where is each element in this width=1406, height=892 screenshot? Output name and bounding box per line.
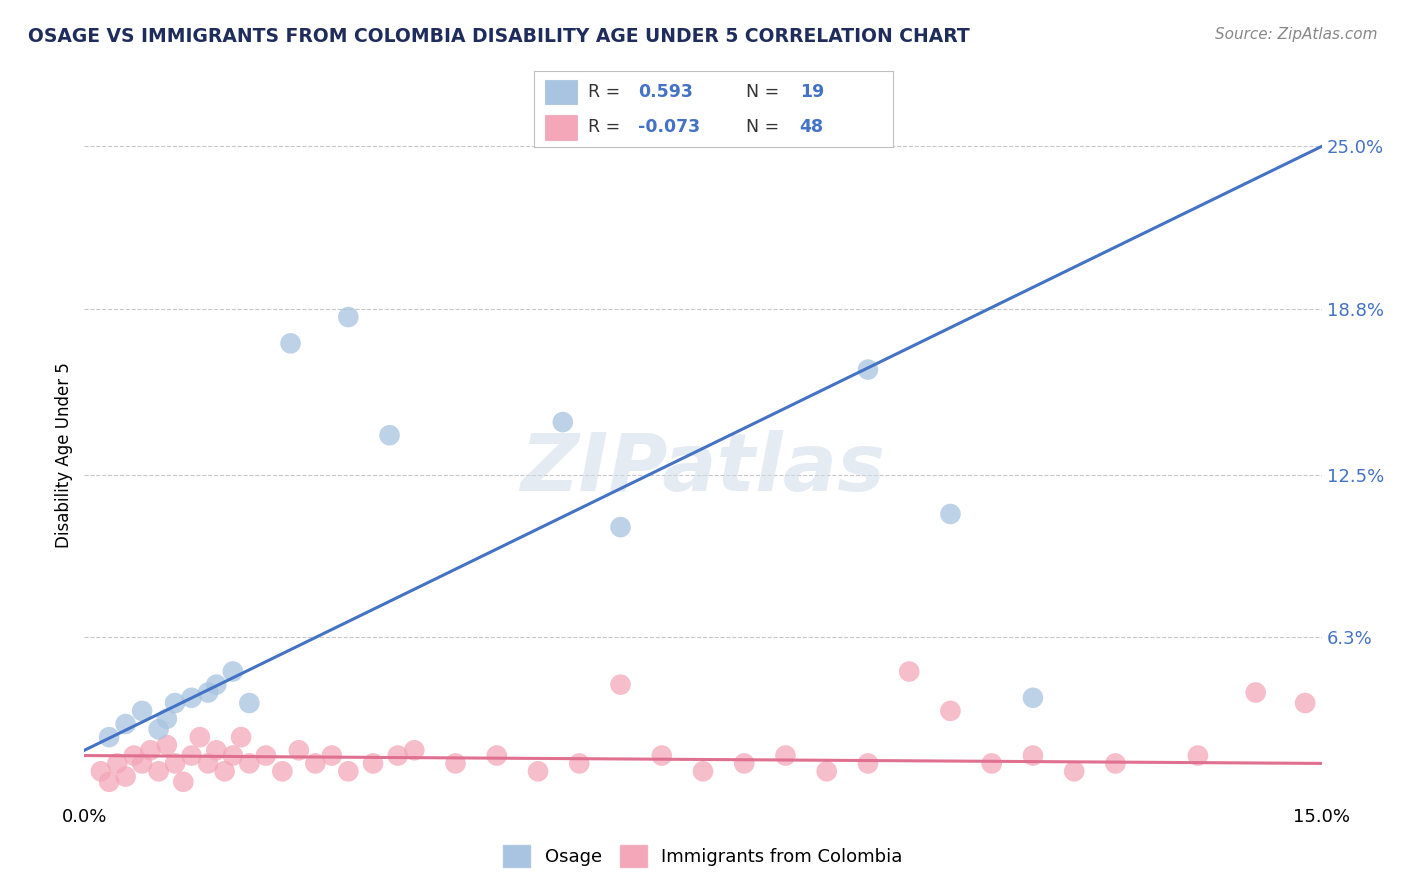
Point (1244, 685, 1267, 699)
Text: 48: 48 (800, 118, 824, 136)
Point (1063, 764, 1085, 779)
Point (114, 717, 136, 731)
Point (254, 748, 277, 763)
Point (222, 748, 245, 763)
Point (197, 756, 219, 771)
Point (148, 764, 170, 779)
Point (568, 756, 591, 771)
Point (148, 723, 170, 737)
Point (337, 310, 360, 324)
Point (280, 336, 302, 351)
Point (131, 704, 153, 718)
Point (939, 704, 962, 718)
Text: N =: N = (745, 118, 785, 136)
Text: R =: R = (588, 118, 626, 136)
Text: 19: 19 (800, 83, 824, 101)
Text: Source: ZipAtlas.com: Source: ZipAtlas.com (1215, 27, 1378, 42)
Point (180, 690, 202, 705)
Point (775, 748, 797, 763)
Point (404, 743, 426, 757)
Point (361, 756, 384, 771)
Point (271, 764, 294, 779)
Point (304, 756, 326, 771)
Text: 0.593: 0.593 (638, 83, 693, 101)
Point (856, 362, 879, 376)
Point (1187, 748, 1209, 763)
Point (1294, 696, 1316, 710)
Point (214, 764, 236, 779)
Point (733, 756, 755, 771)
Point (609, 520, 631, 534)
Point (485, 748, 508, 763)
Point (1022, 748, 1045, 763)
Point (609, 678, 631, 692)
Text: R =: R = (588, 83, 626, 101)
Point (444, 756, 467, 771)
Point (131, 756, 153, 771)
Point (387, 748, 409, 763)
Text: OSAGE VS IMMIGRANTS FROM COLOMBIA DISABILITY AGE UNDER 5 CORRELATION CHART: OSAGE VS IMMIGRANTS FROM COLOMBIA DISABI… (28, 27, 970, 45)
Point (527, 764, 550, 779)
Point (229, 730, 252, 744)
Point (238, 756, 260, 771)
Point (337, 764, 360, 779)
Point (321, 748, 343, 763)
Point (205, 743, 228, 757)
Point (122, 748, 145, 763)
Point (815, 764, 838, 779)
Point (165, 756, 187, 771)
Point (188, 730, 211, 744)
Point (551, 415, 574, 429)
Point (288, 743, 311, 757)
Point (1104, 756, 1126, 771)
Point (378, 428, 401, 442)
Point (197, 685, 219, 699)
Point (856, 756, 879, 771)
Point (98, 730, 121, 744)
Point (165, 696, 187, 710)
Y-axis label: Disability Age Under 5: Disability Age Under 5 (55, 362, 73, 548)
Legend: Osage, Immigrants from Colombia: Osage, Immigrants from Colombia (496, 838, 910, 874)
Point (98, 774, 121, 789)
Text: -0.073: -0.073 (638, 118, 700, 136)
Point (90, 764, 112, 779)
Point (1022, 690, 1045, 705)
Text: N =: N = (745, 83, 785, 101)
Point (172, 774, 194, 789)
Point (238, 696, 260, 710)
Text: ZIPatlas: ZIPatlas (520, 430, 886, 508)
Point (651, 748, 673, 763)
Point (222, 665, 245, 679)
Point (205, 678, 228, 692)
Point (939, 507, 962, 521)
Point (180, 748, 202, 763)
Bar (546, 115, 578, 140)
Point (156, 712, 179, 726)
Point (898, 665, 921, 679)
Point (980, 756, 1002, 771)
Point (114, 770, 136, 784)
Point (156, 738, 179, 752)
Bar (546, 79, 578, 104)
Point (105, 756, 128, 771)
Point (692, 764, 714, 779)
Point (139, 743, 162, 757)
